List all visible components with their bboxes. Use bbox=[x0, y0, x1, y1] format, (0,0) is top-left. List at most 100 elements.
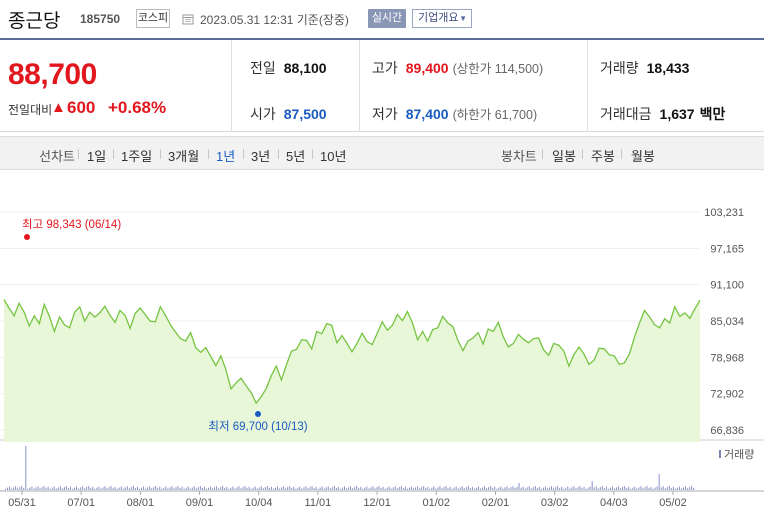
volume-bar bbox=[203, 486, 205, 490]
volume-bar bbox=[86, 487, 88, 490]
volume-bar bbox=[175, 487, 177, 490]
tab-period-1d[interactable]: 1일 bbox=[87, 149, 107, 164]
chevron-down-icon: ▼ bbox=[459, 14, 467, 23]
volume-bar bbox=[11, 488, 13, 490]
volume-bar bbox=[266, 485, 268, 490]
volume-bar bbox=[197, 487, 199, 490]
volume-bar bbox=[563, 488, 565, 490]
tab-period-3y[interactable]: 3년 bbox=[251, 149, 271, 164]
realtime-button[interactable]: 실시간 bbox=[368, 9, 406, 28]
company-overview-dropdown[interactable]: 기업개요 ▼ bbox=[412, 9, 472, 28]
volume-bar bbox=[400, 485, 402, 490]
volume-bar bbox=[494, 486, 496, 490]
volume-bar bbox=[526, 487, 528, 490]
volume-bar bbox=[429, 488, 431, 490]
price-area bbox=[4, 299, 700, 442]
volume-label: 거래량 bbox=[600, 60, 639, 76]
volume-bar bbox=[84, 488, 86, 490]
summary-col-high-low: 고가 89,400 (상한가 114,500) 저가 87,400 (하한가 61,70… bbox=[360, 40, 588, 132]
price-line bbox=[3, 299, 701, 405]
volume-bar bbox=[348, 487, 350, 490]
volume-bar bbox=[157, 487, 159, 490]
volume-bar bbox=[78, 488, 80, 490]
summary-col-prev-open: 전일 88,100 시가 87,500 bbox=[232, 40, 360, 132]
volume-bar bbox=[685, 486, 687, 490]
volume-bar bbox=[65, 485, 67, 490]
divider bbox=[160, 149, 161, 159]
volume-bar bbox=[378, 485, 380, 490]
volume-bar bbox=[654, 487, 656, 490]
volume-bar bbox=[463, 488, 465, 490]
volume-bar bbox=[455, 486, 457, 490]
volume-bar bbox=[374, 488, 376, 490]
y-tick-label: 91,100 bbox=[710, 280, 744, 292]
volume-bar bbox=[622, 487, 624, 490]
volume-bar bbox=[611, 486, 613, 490]
volume-bar bbox=[132, 485, 134, 490]
volume-bar bbox=[270, 486, 272, 490]
volume-bar bbox=[469, 487, 471, 490]
summary-col-volume: 거래량 18,433 거래대금 1,637 백만 bbox=[588, 40, 764, 132]
volume-bar bbox=[666, 487, 668, 490]
volume-bar bbox=[404, 486, 406, 490]
volume-bar bbox=[435, 488, 437, 490]
volume-bar bbox=[31, 486, 33, 490]
volume-bar bbox=[648, 487, 650, 490]
volume-bar bbox=[17, 488, 19, 490]
volume-bar bbox=[252, 487, 254, 490]
volume-bar bbox=[309, 487, 311, 490]
volume-bar bbox=[220, 487, 222, 490]
volume-bar bbox=[449, 486, 451, 490]
tab-period-3m[interactable]: 3개월 bbox=[168, 149, 200, 164]
volume-bar bbox=[104, 486, 106, 490]
tab-candle-weekly[interactable]: 주봉 bbox=[591, 149, 615, 164]
volume-bar bbox=[339, 488, 341, 490]
volume-bar bbox=[382, 486, 384, 490]
volume-bar bbox=[268, 487, 270, 490]
volume-bar bbox=[500, 486, 502, 490]
volume-bar bbox=[368, 488, 370, 490]
high-marker-dot bbox=[24, 234, 30, 240]
upper-limit: (상한가 114,500) bbox=[452, 62, 544, 76]
volume-bar bbox=[575, 488, 577, 490]
volume-bar bbox=[518, 483, 520, 490]
volume-bar bbox=[425, 487, 427, 490]
price-summary: 88,700 전일대비 ▲ 600 +0.68% 전일 88,100 시가 87,5… bbox=[0, 38, 764, 132]
volume-bar bbox=[256, 488, 258, 490]
volume-bar bbox=[439, 486, 441, 490]
open-value: 87,500 bbox=[283, 106, 327, 122]
volume-bar bbox=[650, 486, 652, 490]
volume-bar bbox=[522, 486, 524, 490]
volume-bar bbox=[551, 486, 553, 490]
volume-bar bbox=[126, 486, 128, 490]
volume-bar bbox=[467, 485, 469, 490]
volume-bar bbox=[492, 487, 494, 490]
volume-bar bbox=[210, 486, 212, 490]
volume-bar bbox=[287, 487, 289, 490]
tab-candle-monthly[interactable]: 월봉 bbox=[631, 149, 655, 164]
volume-bar bbox=[443, 487, 445, 490]
volume-bar bbox=[565, 487, 567, 490]
tab-period-1y[interactable]: 1년 bbox=[216, 149, 236, 164]
tab-candle-daily[interactable]: 일봉 bbox=[552, 149, 576, 164]
x-tick-label: 09/01 bbox=[186, 497, 214, 509]
tab-period-10y[interactable]: 10년 bbox=[320, 149, 347, 164]
tab-period-5y[interactable]: 5년 bbox=[286, 149, 306, 164]
volume-bar bbox=[473, 488, 475, 490]
volume-bar bbox=[678, 486, 680, 490]
current-price-box: 88,700 전일대비 ▲ 600 +0.68% bbox=[0, 40, 232, 132]
tab-period-1w[interactable]: 1주일 bbox=[121, 149, 153, 164]
price-chart[interactable]: 103,231 97,165 91,100 85,034 78,968 72,902 66,… bbox=[0, 170, 764, 524]
volume-bar bbox=[82, 486, 84, 490]
volume-bar bbox=[136, 486, 138, 490]
volume-bar bbox=[445, 485, 447, 490]
volume-bar bbox=[447, 487, 449, 490]
open-price: 시가 87,500 bbox=[250, 104, 327, 124]
volume-bar bbox=[536, 487, 538, 490]
volume-bar bbox=[110, 485, 112, 490]
volume-bar bbox=[116, 488, 118, 490]
high-label: 고가 bbox=[372, 60, 398, 76]
volume-bar bbox=[189, 488, 191, 490]
volume-bar bbox=[59, 486, 61, 490]
chart-tab-bar: 선차트 1일 1주일 3개월 1년 3년 5년 10년 봉차트 일봉 주봉 월봉 bbox=[0, 136, 764, 170]
